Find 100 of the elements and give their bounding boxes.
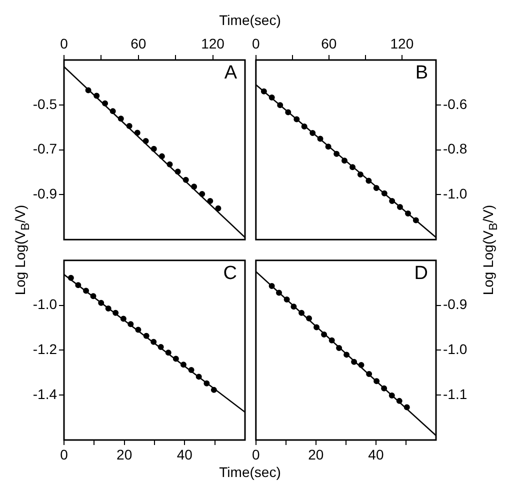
point xyxy=(204,380,210,386)
point xyxy=(75,282,82,288)
point xyxy=(191,184,198,190)
point xyxy=(199,191,206,198)
point xyxy=(389,198,396,204)
point xyxy=(404,404,410,410)
point xyxy=(344,352,350,358)
point xyxy=(374,378,380,384)
x-tick-label: 60 xyxy=(321,35,337,52)
point xyxy=(285,109,292,116)
y2-tick-label: -0.6 xyxy=(443,96,468,112)
point xyxy=(165,350,172,356)
point xyxy=(310,130,316,136)
point xyxy=(314,324,320,330)
point xyxy=(321,331,328,338)
point xyxy=(158,153,165,160)
point xyxy=(306,315,312,322)
point xyxy=(134,130,140,136)
point xyxy=(112,310,119,316)
y-tick-label: -1.2 xyxy=(32,341,58,358)
point xyxy=(150,338,157,345)
point xyxy=(405,210,412,217)
x-tick-label: 20 xyxy=(308,446,324,462)
y-tick-label: -1.4 xyxy=(32,386,58,402)
point xyxy=(68,274,74,281)
point xyxy=(94,92,100,99)
point xyxy=(358,362,364,368)
point xyxy=(328,337,335,344)
point xyxy=(351,358,358,365)
point xyxy=(334,150,340,157)
point xyxy=(188,366,194,373)
point xyxy=(277,102,284,108)
x-tick-label: 0 xyxy=(60,446,68,462)
y2-tick-label: -1.0 xyxy=(443,186,468,202)
point xyxy=(174,168,181,175)
point xyxy=(210,386,217,393)
point xyxy=(215,205,222,212)
x-axis-title: Time(sec) xyxy=(219,464,281,480)
x-axis-title: Time(sec) xyxy=(219,12,281,28)
point xyxy=(118,116,124,122)
point xyxy=(207,198,214,204)
point xyxy=(110,108,116,114)
point xyxy=(142,138,149,144)
x-tick-label: 20 xyxy=(116,446,132,462)
point xyxy=(388,392,395,399)
point xyxy=(276,290,282,296)
point xyxy=(120,316,126,322)
point xyxy=(268,282,275,289)
point xyxy=(126,123,132,130)
y2-tick-label: -0.9 xyxy=(443,296,468,312)
point xyxy=(298,310,305,316)
annotation: A xyxy=(224,62,238,84)
point xyxy=(396,204,403,210)
point xyxy=(150,146,157,152)
point xyxy=(366,178,372,184)
point xyxy=(412,217,419,224)
point xyxy=(341,158,348,164)
point xyxy=(105,305,112,312)
point xyxy=(90,293,96,300)
point xyxy=(290,304,297,310)
point xyxy=(135,326,142,333)
point xyxy=(317,136,324,142)
point xyxy=(294,116,300,122)
x-tick-label: 120 xyxy=(390,35,414,52)
annotation: B xyxy=(415,62,428,84)
point xyxy=(284,296,290,302)
point xyxy=(158,344,164,350)
y2-tick-label: -1.0 xyxy=(443,341,468,358)
point xyxy=(196,374,202,380)
point xyxy=(128,321,134,328)
point xyxy=(366,370,372,377)
point xyxy=(98,300,104,306)
annotation: D xyxy=(414,263,428,284)
x-tick-label: 0 xyxy=(252,35,260,52)
x-tick-label: 120 xyxy=(201,35,225,52)
point xyxy=(301,123,308,130)
point xyxy=(357,171,364,178)
point xyxy=(268,94,275,100)
point xyxy=(182,176,189,183)
point xyxy=(83,288,90,294)
y2-tick-label: -1.1 xyxy=(443,386,468,402)
y-tick-label: -0.5 xyxy=(32,96,58,112)
point xyxy=(180,362,186,368)
x-tick-label: 60 xyxy=(130,35,146,52)
point xyxy=(373,184,380,191)
y-tick-label: -1.0 xyxy=(32,296,58,312)
x-tick-label: 40 xyxy=(368,446,384,462)
annotation: C xyxy=(223,263,237,284)
y2-tick-label: -0.8 xyxy=(443,140,468,157)
y-tick-label: -0.7 xyxy=(32,140,58,157)
point xyxy=(381,385,388,392)
point xyxy=(260,88,267,94)
point xyxy=(102,100,108,106)
point xyxy=(396,398,402,404)
x-tick-label: 0 xyxy=(60,35,68,52)
x-tick-label: 40 xyxy=(176,446,193,462)
point xyxy=(172,356,179,362)
point xyxy=(381,190,388,196)
point xyxy=(143,332,150,339)
point xyxy=(350,164,356,170)
